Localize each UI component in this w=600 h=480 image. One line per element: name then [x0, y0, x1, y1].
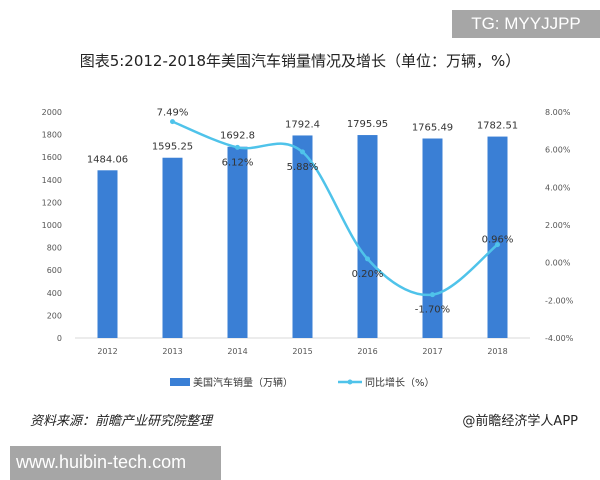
- watermark-url: www.huibin-tech.com: [10, 446, 221, 480]
- bar-data-label: 1795.95: [347, 119, 388, 130]
- tag-label: TG: MYYJJPP: [452, 10, 600, 38]
- legend-bar-swatch: [170, 378, 190, 386]
- left-tick-label: 0: [57, 334, 62, 343]
- left-tick-label: 800: [47, 244, 62, 253]
- bar: [292, 135, 313, 338]
- growth-point: [365, 256, 370, 262]
- right-tick-label: -4.00%: [545, 334, 574, 343]
- chart: 0 200 400 600 800 1000 1200 1400 1600 1800 2000 -4.…: [42, 108, 574, 389]
- left-tick-label: 1600: [42, 153, 62, 162]
- bar: [162, 157, 183, 338]
- x-tick-label: 2015: [292, 347, 312, 356]
- right-tick-label: 0.00%: [545, 259, 571, 268]
- legend-line-marker: [347, 379, 353, 385]
- right-tick-label: 2.00%: [545, 221, 571, 230]
- growth-data-label: 5.88%: [287, 162, 319, 173]
- left-tick-label: 1000: [42, 221, 62, 230]
- x-tick-label: 2017: [422, 347, 442, 356]
- left-tick-label: 1800: [42, 131, 62, 140]
- bar-data-label: 1484.06: [87, 154, 128, 165]
- x-tick-label: 2018: [487, 347, 507, 356]
- growth-point: [170, 119, 175, 125]
- left-tick-label: 2000: [42, 108, 62, 117]
- bar: [357, 135, 378, 338]
- bar-data-label: 1792.4: [285, 119, 320, 130]
- right-tick-label: -2.00%: [545, 296, 574, 305]
- x-tick-label: 2013: [162, 347, 182, 356]
- left-tick-label: 400: [47, 289, 62, 298]
- legend-bar-label: 美国汽车销量（万辆）: [193, 376, 293, 389]
- growth-point: [300, 149, 305, 155]
- growth-data-label: 7.49%: [157, 108, 189, 119]
- x-tick-label: 2014: [227, 347, 247, 356]
- growth-point: [495, 242, 500, 248]
- bar-data-label: 1782.51: [477, 121, 518, 132]
- growth-point: [235, 144, 240, 150]
- growth-data-label: 0.96%: [482, 235, 514, 246]
- x-tick-label: 2016: [357, 347, 377, 356]
- bar: [227, 146, 248, 338]
- x-tick-label: 2012: [97, 347, 117, 356]
- right-tick-label: 6.00%: [545, 146, 571, 155]
- bar-data-label: 1692.8: [220, 131, 255, 142]
- source-note: 资料来源：前瞻产业研究院整理: [30, 414, 213, 429]
- bar: [422, 138, 443, 338]
- left-tick-label: 1200: [42, 198, 62, 207]
- bar-data-label: 1765.49: [412, 122, 453, 133]
- growth-point: [430, 292, 435, 298]
- growth-data-label: 6.12%: [222, 157, 254, 168]
- left-tick-label: 600: [47, 266, 62, 275]
- app-credit: @前瞻经济学人APP: [462, 414, 578, 429]
- bar-data-label: 1595.25: [152, 142, 193, 153]
- growth-data-label: -1.70%: [415, 305, 450, 316]
- bar: [487, 136, 508, 338]
- left-tick-label: 1400: [42, 176, 62, 185]
- right-tick-label: 8.00%: [545, 108, 571, 117]
- chart-title: 图表5:2012-2018年美国汽车销量情况及增长（单位：万辆，%）: [79, 52, 521, 70]
- bar: [97, 170, 118, 338]
- left-tick-label: 200: [47, 311, 62, 320]
- growth-line: [172, 120, 499, 297]
- legend-line-label: 同比增长（%）: [365, 376, 435, 389]
- growth-data-label: 0.20%: [352, 269, 384, 280]
- right-tick-label: 4.00%: [545, 183, 571, 192]
